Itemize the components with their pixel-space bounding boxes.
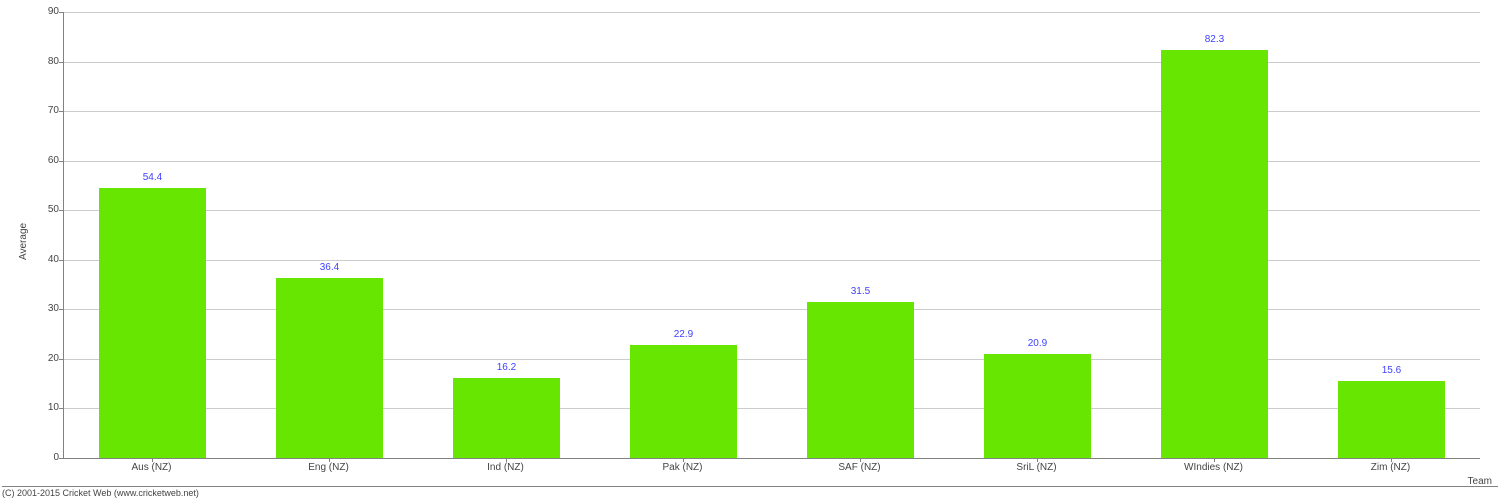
bar: 31.5 [807, 302, 913, 458]
xtick-label: Pak (NZ) [594, 462, 771, 473]
ytick-label: 30 [9, 303, 59, 314]
ytick-label: 40 [9, 254, 59, 265]
gridline [64, 12, 1480, 13]
ytick-mark [59, 12, 63, 13]
bar: 54.4 [99, 188, 205, 458]
ytick-mark [59, 359, 63, 360]
ytick-mark [59, 161, 63, 162]
bar-value-label: 15.6 [1338, 365, 1444, 376]
gridline [64, 111, 1480, 112]
xtick-label: SriL (NZ) [948, 462, 1125, 473]
ytick-label: 90 [9, 6, 59, 17]
ytick-mark [59, 111, 63, 112]
bar-value-label: 22.9 [630, 329, 736, 340]
bar-value-label: 31.5 [807, 286, 913, 297]
ytick-mark [59, 210, 63, 211]
bar: 20.9 [984, 354, 1090, 458]
gridline [64, 210, 1480, 211]
copyright-text: (C) 2001-2015 Cricket Web (www.cricketwe… [2, 486, 1498, 498]
gridline [64, 62, 1480, 63]
ytick-mark [59, 260, 63, 261]
ytick-label: 50 [9, 204, 59, 215]
bar: 82.3 [1161, 50, 1267, 458]
bar: 15.6 [1338, 381, 1444, 458]
bar-value-label: 36.4 [276, 262, 382, 273]
xtick-label: Aus (NZ) [63, 462, 240, 473]
gridline [64, 161, 1480, 162]
bar-value-label: 20.9 [984, 338, 1090, 349]
bar-value-label: 16.2 [453, 362, 559, 373]
ytick-label: 80 [9, 56, 59, 67]
xtick-label: Ind (NZ) [417, 462, 594, 473]
xtick-label: SAF (NZ) [771, 462, 948, 473]
ytick-mark [59, 458, 63, 459]
ytick-mark [59, 62, 63, 63]
ytick-mark [59, 309, 63, 310]
ytick-label: 10 [9, 402, 59, 413]
gridline [64, 260, 1480, 261]
bar-chart: 54.436.416.222.931.520.982.315.6 Average… [0, 0, 1500, 500]
xtick-label: Zim (NZ) [1302, 462, 1479, 473]
bar: 36.4 [276, 278, 382, 458]
bar: 16.2 [453, 378, 559, 458]
ytick-label: 60 [9, 155, 59, 166]
ytick-mark [59, 408, 63, 409]
bar: 22.9 [630, 345, 736, 458]
ytick-label: 70 [9, 105, 59, 116]
xtick-label: WIndies (NZ) [1125, 462, 1302, 473]
ytick-label: 0 [9, 452, 59, 463]
xtick-label: Eng (NZ) [240, 462, 417, 473]
ytick-label: 20 [9, 353, 59, 364]
bar-value-label: 54.4 [99, 172, 205, 183]
plot-area: 54.4 36.4 16.2 22.9 31.5 20.9 82.3 15.6 [63, 12, 1480, 459]
bar-value-label: 82.3 [1161, 34, 1267, 45]
